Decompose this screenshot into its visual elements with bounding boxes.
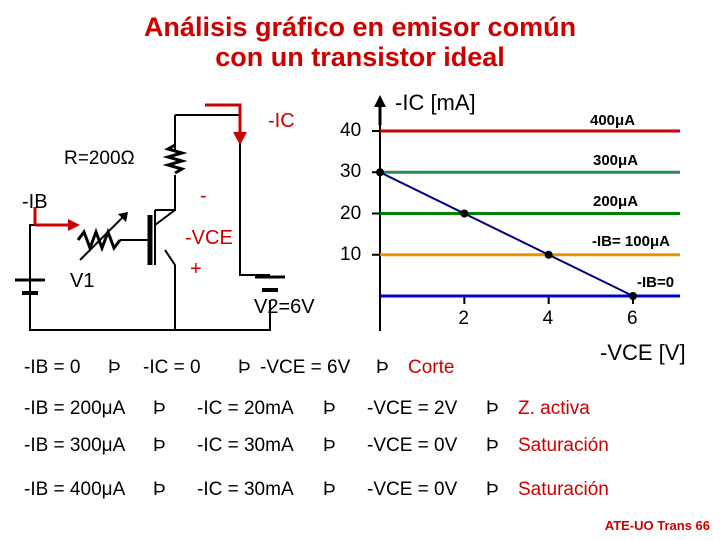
- ic-arrow-head: [233, 132, 247, 145]
- chart-x-tick-label-2: 2: [458, 308, 469, 329]
- equation-ib-3: -IB = 400μA: [24, 479, 126, 500]
- chart: [372, 123, 680, 331]
- equation-arrow-icon-2-1: Þ: [153, 435, 166, 456]
- equation-ib-2: -IB = 300μA: [24, 435, 126, 456]
- ic-label: -IC: [268, 110, 295, 132]
- chart-load-line: [379, 171, 634, 297]
- equation-arrow-icon-1-1: Þ: [153, 398, 166, 419]
- equation-arrow-icon-2-2: Þ: [323, 435, 336, 456]
- resistor-label: R=200Ω: [64, 148, 135, 169]
- chart-y-tick-label-40: 40: [340, 120, 362, 141]
- chart-y-axis-label: -IC [mA]: [395, 90, 476, 115]
- chart-series-label-4: -IB=0: [637, 274, 675, 291]
- variable-arrow-head: [118, 212, 128, 222]
- equation-result-3: Saturación: [518, 479, 609, 500]
- vce-plus-label: +: [190, 258, 202, 280]
- chart-series-label-3: -IB= 100μA: [592, 233, 670, 250]
- chart-series-label-1: 300μA: [593, 152, 639, 169]
- chart-operating-point-2: [544, 250, 553, 259]
- chart-operating-point-3: [629, 292, 637, 300]
- v1-label: V1: [70, 270, 95, 292]
- footer-label: ATE-UO Trans 66: [604, 518, 710, 533]
- chart-operating-point-0: [376, 168, 384, 177]
- equation-arrow-icon-1-3: Þ: [486, 398, 499, 419]
- ic-arrow: [205, 103, 242, 135]
- chart-y-tick-label-30: 30: [340, 161, 362, 183]
- chart-x-tick-label-4: 4: [542, 308, 554, 329]
- chart-y-tick-label-10: 10: [340, 243, 362, 265]
- equation-result-2: Saturación: [518, 435, 609, 456]
- resistor-r: [162, 143, 188, 175]
- chart-series-label-0: 400μA: [590, 112, 636, 129]
- equation-vce-3: -VCE = 0V: [367, 479, 458, 500]
- equation-arrow-icon-0-3: Þ: [376, 357, 389, 378]
- v2-label: V2=6V: [254, 296, 315, 318]
- equation-ic-1: -IC = 20mA: [197, 398, 294, 419]
- chart-y-tick-label-20: 20: [340, 202, 362, 224]
- equation-ic-0: -IC = 0: [143, 357, 201, 378]
- equation-vce-0: -VCE = 6V: [260, 357, 351, 378]
- ib-arrow-head: [68, 219, 80, 231]
- equation-arrow-icon-2-3: Þ: [486, 435, 499, 456]
- vce-label: -VCE: [185, 227, 233, 249]
- equation-arrow-icon-3-2: Þ: [323, 479, 336, 500]
- title-line-1: Análisis gráfico en emisor común: [143, 12, 577, 42]
- ib-label: -IB: [22, 191, 48, 213]
- variable-arrow: [79, 214, 126, 261]
- equation-ib-1: -IB = 200μA: [24, 398, 126, 419]
- vce-minus-label: -: [200, 185, 207, 207]
- chart-operating-point-1: [460, 209, 469, 218]
- chart-x-tick-label-6: 6: [627, 308, 638, 329]
- equation-arrow-icon-0-2: Þ: [238, 357, 251, 378]
- equation-ib-0: -IB = 0: [24, 357, 81, 378]
- equation-ic-2: -IC = 30mA: [197, 435, 294, 456]
- equation-arrow-icon-1-2: Þ: [323, 398, 336, 419]
- equation-vce-1: -VCE = 2V: [367, 398, 458, 419]
- chart-x-axis-label: -VCE [V]: [600, 340, 686, 365]
- equation-result-1: Z. activa: [518, 398, 590, 419]
- title-line-2: con un transistor ideal: [215, 42, 505, 72]
- chart-y-axis-arrow-head: [374, 95, 386, 107]
- equation-vce-2: -VCE = 0V: [367, 435, 458, 456]
- equation-arrow-icon-3-1: Þ: [153, 479, 166, 500]
- equation-ic-3: -IC = 30mA: [197, 479, 294, 500]
- equation-result-0: Corte: [408, 357, 455, 378]
- chart-series-label-2: 200μA: [593, 193, 639, 210]
- equation-arrow-icon-0-1: Þ: [108, 357, 121, 378]
- equation-arrow-icon-3-3: Þ: [486, 479, 499, 500]
